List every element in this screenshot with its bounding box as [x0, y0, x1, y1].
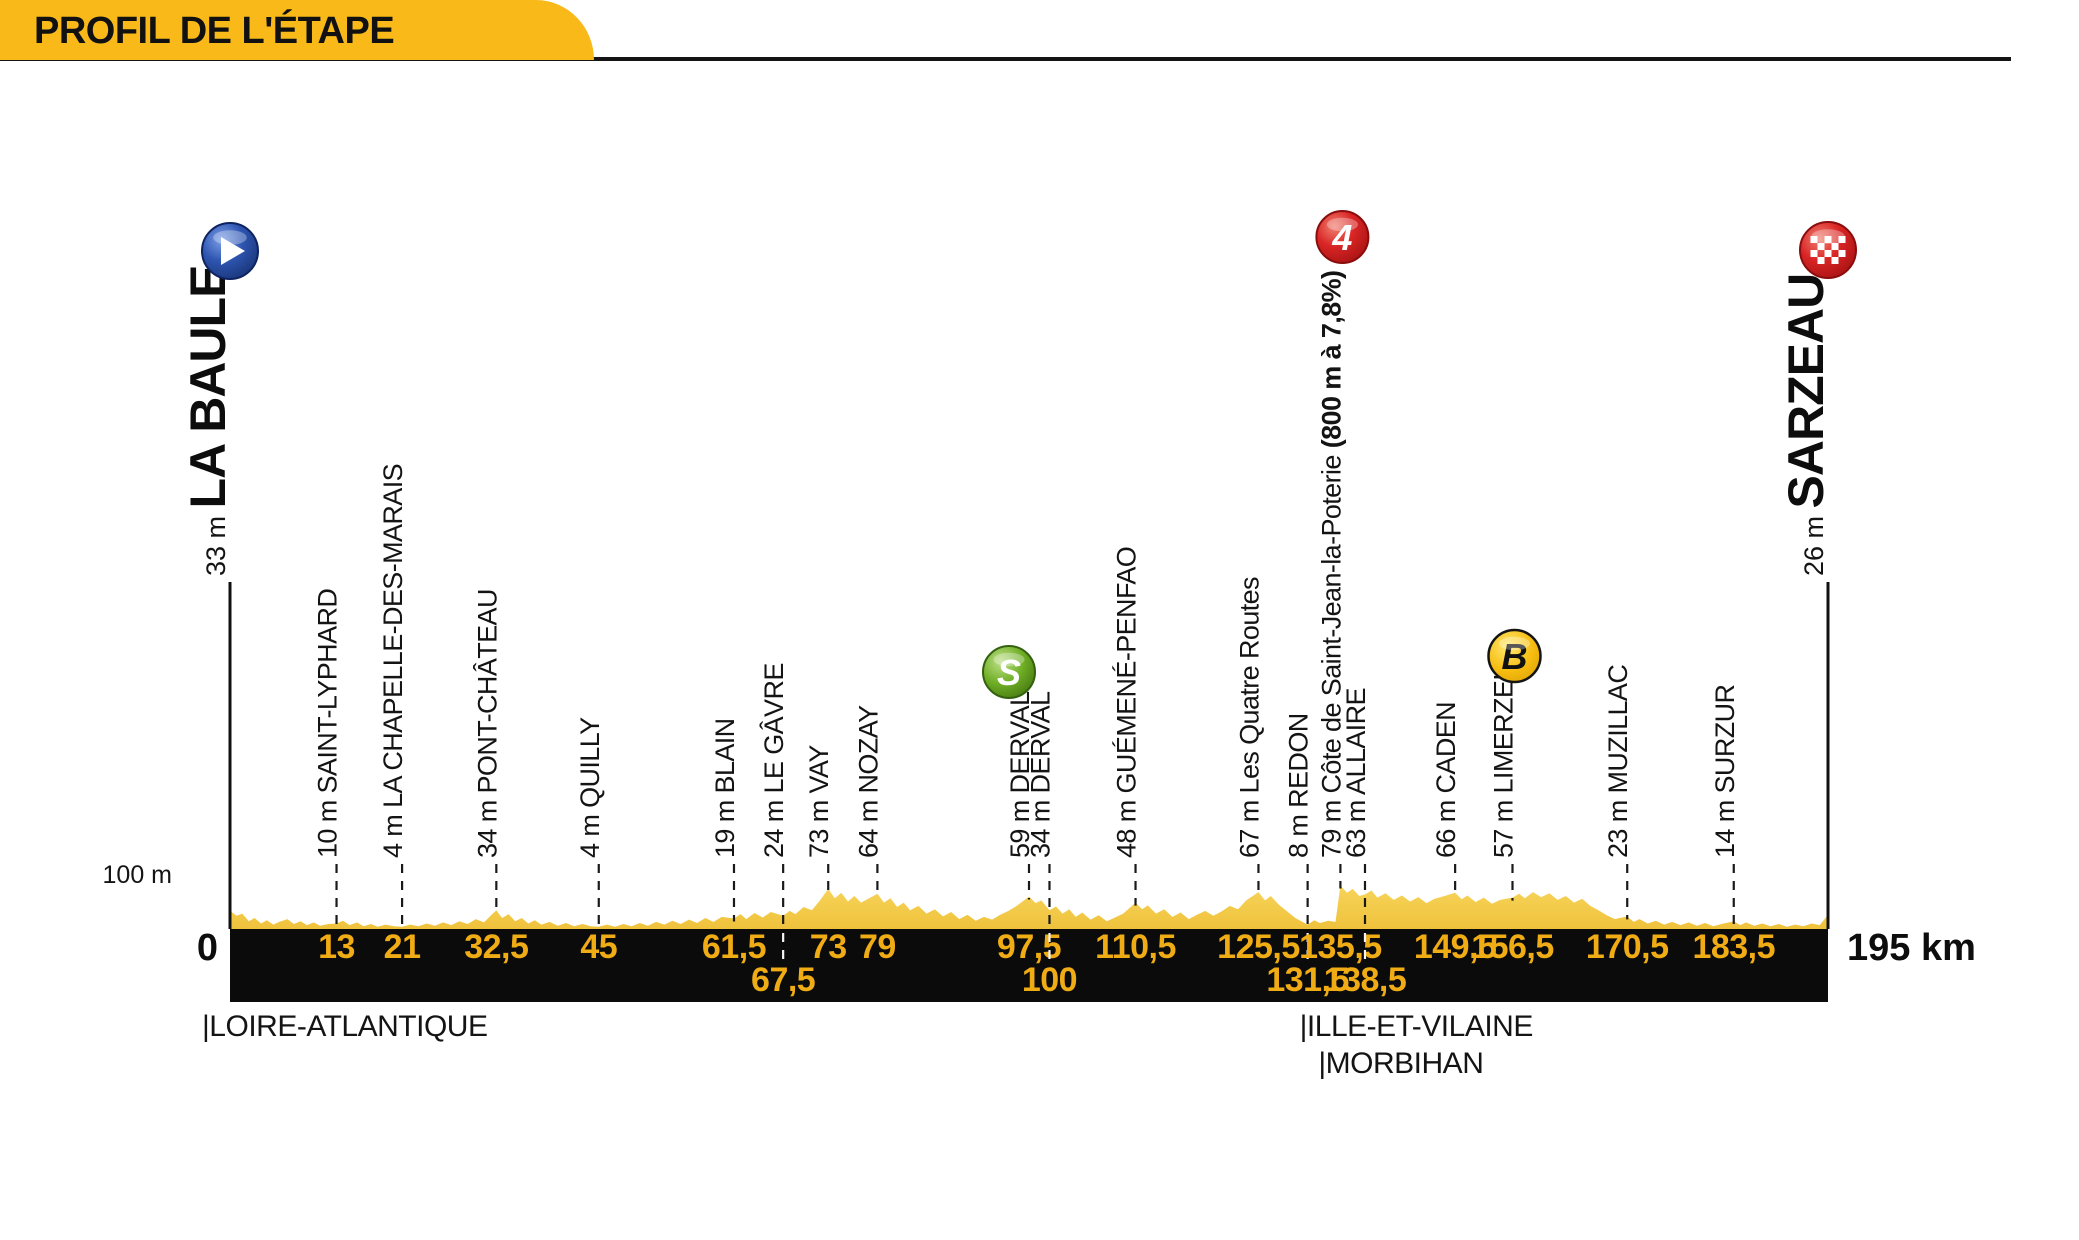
sprint-circle	[982, 645, 1036, 699]
km-label: 110,5	[1095, 928, 1176, 966]
checker-square	[1831, 257, 1839, 264]
checker-square	[1831, 243, 1839, 250]
finish-city-label: 26 m SARZEAU	[1778, 274, 1834, 576]
waypoint-label: 57 m LIMERZEL	[1488, 666, 1518, 858]
km-label: 73	[810, 928, 847, 966]
page-title: PROFIL DE L'ÉTAPE	[34, 9, 395, 52]
waypoint-label: 8 m REDON	[1284, 713, 1314, 858]
km-label: 21	[384, 928, 421, 966]
waypoint-label: 19 m BLAIN	[710, 718, 740, 858]
km-label: 45	[580, 928, 617, 966]
checker-square	[1838, 250, 1846, 257]
waypoint-label: 64 m NOZAY	[853, 705, 883, 858]
waypoint-label: 23 m MUZILLAC	[1603, 665, 1633, 858]
km-label: 100	[1022, 961, 1077, 999]
waypoint-label: 59 m DERVAL	[1005, 691, 1035, 858]
distance-bar	[230, 929, 1828, 1002]
waypoint-label: 34 m DERVAL	[1025, 691, 1055, 858]
km-label: 125,5	[1217, 928, 1300, 966]
waypoint-label: 4 m LA CHAPELLE-DES-MARAIS	[378, 464, 408, 858]
icon-gloss-highlight	[1326, 217, 1359, 232]
climb-circle	[1315, 210, 1370, 264]
icon-gloss-highlight	[1811, 229, 1845, 244]
waypoint-label: 66 m CADEN	[1431, 702, 1461, 858]
region-label: |LOIRE-ATLANTIQUE	[202, 1010, 487, 1043]
axis-origin-label: 0	[197, 927, 218, 969]
sprint-icon: S	[982, 645, 1036, 699]
km-label: 61,5	[702, 928, 766, 966]
bonus-circle	[1487, 628, 1542, 684]
waypoint-label: 4 m QUILLY	[575, 717, 605, 858]
km-label: 67,5	[751, 961, 815, 999]
category-4-icon: 4	[1315, 210, 1370, 264]
waypoint-label: 63 m ALLAIRE	[1341, 688, 1371, 858]
checker-square	[1810, 236, 1818, 243]
km-label: 156,5	[1471, 928, 1554, 966]
page-header-banner: PROFIL DE L'ÉTAPE	[0, 0, 594, 60]
km-label: 183,5	[1692, 928, 1775, 966]
km-label: 131,5	[1266, 961, 1349, 999]
waypoint-label: 34 m PONT-CHÂTEAU	[471, 589, 502, 858]
km-label: 32,5	[464, 928, 528, 966]
km-label: 135,5	[1299, 928, 1382, 966]
checker-square	[1817, 257, 1825, 264]
axis-end-label: 195 km	[1847, 927, 1976, 969]
region-label: |ILLE-ET-VILAINE	[1300, 1010, 1533, 1043]
checker-square	[1810, 250, 1818, 257]
km-label: 170,5	[1586, 928, 1669, 966]
bonus-letter: B	[1501, 636, 1527, 677]
km-label: 97,5	[997, 928, 1061, 966]
checker-square	[1824, 250, 1832, 257]
sprint-letter: S	[997, 652, 1021, 693]
elevation-scale-label: 100 m	[103, 861, 172, 889]
waypoint-label: 24 m LE GÂVRE	[758, 663, 789, 858]
waypoint-label: 14 m SURZUR	[1710, 684, 1740, 858]
waypoint-label: 48 m GUÉMENÉ-PENFAO	[1112, 547, 1142, 858]
waypoint-label: 10 m SAINT-LYPHARD	[313, 589, 343, 858]
checker-square	[1838, 236, 1846, 243]
icon-gloss-highlight	[993, 652, 1025, 667]
bonus-icon: B	[1487, 628, 1542, 684]
climb-detail-label: (800 m à 7,8%)	[1316, 271, 1346, 456]
km-label: 138,5	[1324, 961, 1407, 999]
header-rule	[0, 57, 2011, 61]
icon-gloss-highlight	[1498, 636, 1531, 651]
checker-square	[1824, 236, 1832, 243]
waypoint-label: 73 m VAY	[804, 745, 834, 858]
region-label: |MORBIHAN	[1318, 1047, 1483, 1080]
start-icon	[201, 222, 259, 280]
icon-gloss-highlight	[213, 230, 247, 245]
km-label: 13	[318, 928, 355, 966]
elevation-profile-area	[230, 885, 1828, 929]
play-triangle	[221, 237, 245, 265]
checker-square	[1817, 243, 1825, 250]
km-label: 79	[859, 928, 896, 966]
km-label: 149,5	[1414, 928, 1497, 966]
start-city-label: 33 m LA BAULE	[180, 266, 236, 576]
climb-category-number: 4	[1331, 217, 1352, 258]
finish-icon	[1799, 221, 1857, 279]
waypoint-label: 67 m Les Quatre Routes	[1234, 577, 1264, 858]
waypoint-label: 79 m Côte de Saint-Jean-la-Poterie (800 …	[1316, 271, 1346, 858]
